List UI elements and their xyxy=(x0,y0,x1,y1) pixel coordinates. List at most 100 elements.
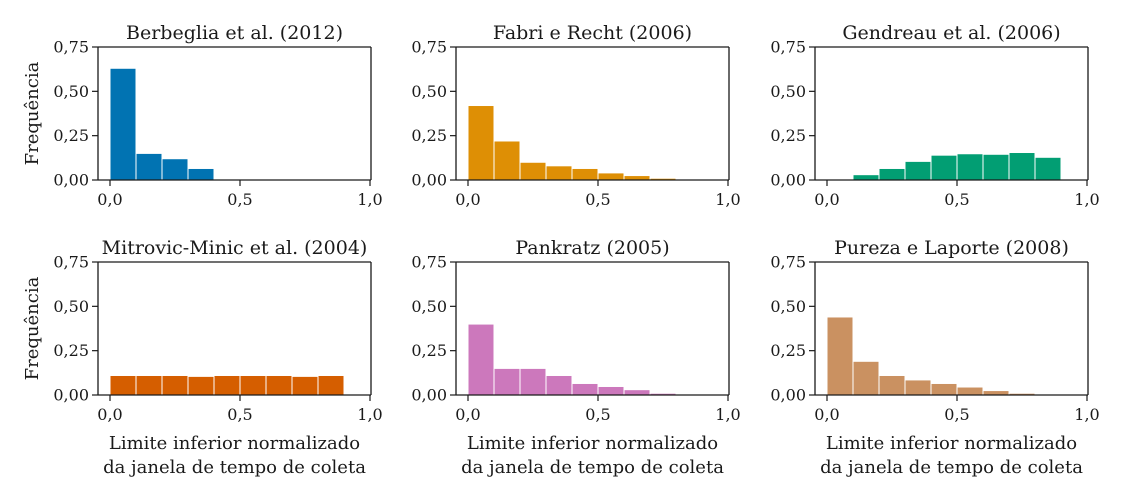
histogram-panel-6: 0,00 0,25 0,50 0,75 0,0 0,5 1,0 Pureza e Laport… xyxy=(770,237,1099,478)
histogram-bar xyxy=(956,153,984,181)
histogram-bar xyxy=(317,374,345,396)
y-tick-label: 0,75 xyxy=(53,38,89,57)
y-tick-label: 0,50 xyxy=(770,82,806,101)
histogram-bar xyxy=(930,154,958,181)
y-tick-label: 0,50 xyxy=(411,297,447,316)
histogram-bar xyxy=(852,174,880,181)
histogram-bar xyxy=(1008,152,1036,181)
y-tick-label: 0,75 xyxy=(411,253,447,272)
x-tick-label: 1,0 xyxy=(715,190,740,209)
histogram-bar xyxy=(571,167,599,181)
histogram-bar xyxy=(930,382,958,396)
y-tick-label: 0,50 xyxy=(53,82,89,101)
histogram-bar xyxy=(597,172,625,181)
x-axis-label: Limite inferior normalizado da janela de … xyxy=(461,433,724,478)
panel-title: Pureza e Laporte (2008) xyxy=(834,237,1069,259)
histogram-bar xyxy=(623,175,651,181)
histogram-bar xyxy=(623,389,651,396)
histogram-bar xyxy=(161,374,189,396)
histogram-bar xyxy=(239,374,267,396)
histogram-panel-5: 0,00 0,25 0,50 0,75 0,0 0,5 1,0 Pankratz (2005)… xyxy=(411,237,740,478)
histogram-bar xyxy=(519,367,547,396)
x-tick-label: 1,0 xyxy=(357,190,382,209)
y-tick-label: 0,25 xyxy=(411,126,447,145)
histogram-bar xyxy=(545,165,573,181)
y-tick-label: 0,75 xyxy=(411,38,447,57)
y-tick-label: 0,25 xyxy=(770,341,806,360)
y-tick-label: 0,75 xyxy=(770,253,806,272)
panel-title: Berbeglia et al. (2012) xyxy=(126,22,343,44)
histogram-bar xyxy=(852,360,880,396)
y-tick-label: 0,25 xyxy=(53,341,89,360)
histogram-bar xyxy=(1034,156,1062,181)
histogram-bar xyxy=(467,323,495,396)
histogram-bar xyxy=(109,374,137,396)
y-tick-label: 0,00 xyxy=(411,386,447,405)
x-tick-label: 0,5 xyxy=(585,190,610,209)
histogram-bar xyxy=(135,374,163,396)
histogram-bar xyxy=(187,167,215,181)
y-tick-label: 0,25 xyxy=(411,341,447,360)
histogram-bar xyxy=(291,375,319,396)
histogram-bar xyxy=(982,153,1010,181)
histogram-bar xyxy=(467,105,495,181)
histogram-bar xyxy=(213,374,241,396)
histogram-bar xyxy=(519,161,547,181)
histogram-bar xyxy=(109,67,137,181)
x-tick-label: 0,5 xyxy=(227,405,252,424)
histogram-bar xyxy=(904,379,932,396)
x-axis-label: Limite inferior normalizado da janela de … xyxy=(820,433,1083,478)
panel-title: Pankratz (2005) xyxy=(515,237,669,259)
histogram-bar xyxy=(956,386,984,396)
histogram-bar xyxy=(265,374,293,396)
x-tick-label: 0,0 xyxy=(455,190,480,209)
y-tick-label: 0,00 xyxy=(770,171,806,190)
panel-title: Fabri e Recht (2006) xyxy=(493,22,692,44)
y-axis-label: Frequência xyxy=(22,61,43,165)
x-tick-label: 0,5 xyxy=(944,190,969,209)
histogram-panel-4: 0,00 0,25 0,50 0,75 0,0 0,5 1,0 Mitrovic-Minic … xyxy=(22,237,383,478)
panel-title: Gendreau et al. (2006) xyxy=(842,22,1060,44)
x-tick-label: 0,0 xyxy=(814,190,839,209)
histogram-bar xyxy=(135,152,163,181)
panel-title: Mitrovic-Minic et al. (2004) xyxy=(102,237,368,259)
histogram-panel-1: 0,00 0,25 0,50 0,75 0,0 0,5 1,0 Berbeglia et al… xyxy=(22,22,383,209)
histogram-bar xyxy=(161,158,189,181)
histogram-panel-3: 0,00 0,25 0,50 0,75 0,0 0,5 1,0 Gendreau et al.… xyxy=(770,22,1099,209)
y-tick-label: 0,75 xyxy=(53,253,89,272)
histogram-bar xyxy=(545,374,573,396)
x-tick-label: 1,0 xyxy=(715,405,740,424)
histogram-bar xyxy=(493,367,521,396)
histogram-bar xyxy=(493,140,521,181)
y-axis-label: Frequência xyxy=(22,276,43,380)
x-tick-label: 0,0 xyxy=(455,405,480,424)
histogram-bar xyxy=(826,316,854,396)
histogram-bar xyxy=(571,382,599,396)
histogram-bar xyxy=(597,385,625,396)
x-tick-label: 0,0 xyxy=(814,405,839,424)
y-tick-label: 0,00 xyxy=(53,386,89,405)
x-tick-label: 0,0 xyxy=(97,190,122,209)
x-tick-label: 0,5 xyxy=(944,405,969,424)
x-tick-label: 0,5 xyxy=(585,405,610,424)
histogram-bar xyxy=(982,390,1010,396)
y-tick-label: 0,50 xyxy=(411,82,447,101)
x-tick-label: 1,0 xyxy=(357,405,382,424)
y-tick-label: 0,75 xyxy=(770,38,806,57)
y-tick-label: 0,25 xyxy=(53,126,89,145)
histogram-bar xyxy=(878,167,906,181)
y-tick-label: 0,00 xyxy=(770,386,806,405)
x-tick-label: 1,0 xyxy=(1074,190,1099,209)
x-tick-label: 0,0 xyxy=(97,405,122,424)
histogram-panel-2: 0,00 0,25 0,50 0,75 0,0 0,5 1,0 Fabri e Recht (… xyxy=(411,22,740,209)
y-tick-label: 0,50 xyxy=(53,297,89,316)
histogram-bar xyxy=(878,374,906,396)
histogram-bar xyxy=(187,375,215,396)
y-tick-label: 0,25 xyxy=(770,126,806,145)
x-tick-label: 0,5 xyxy=(227,190,252,209)
y-tick-label: 0,00 xyxy=(411,171,447,190)
x-axis-label: Limite inferior normalizado da janela de … xyxy=(103,433,366,478)
x-tick-label: 1,0 xyxy=(1074,405,1099,424)
y-tick-label: 0,00 xyxy=(53,171,89,190)
